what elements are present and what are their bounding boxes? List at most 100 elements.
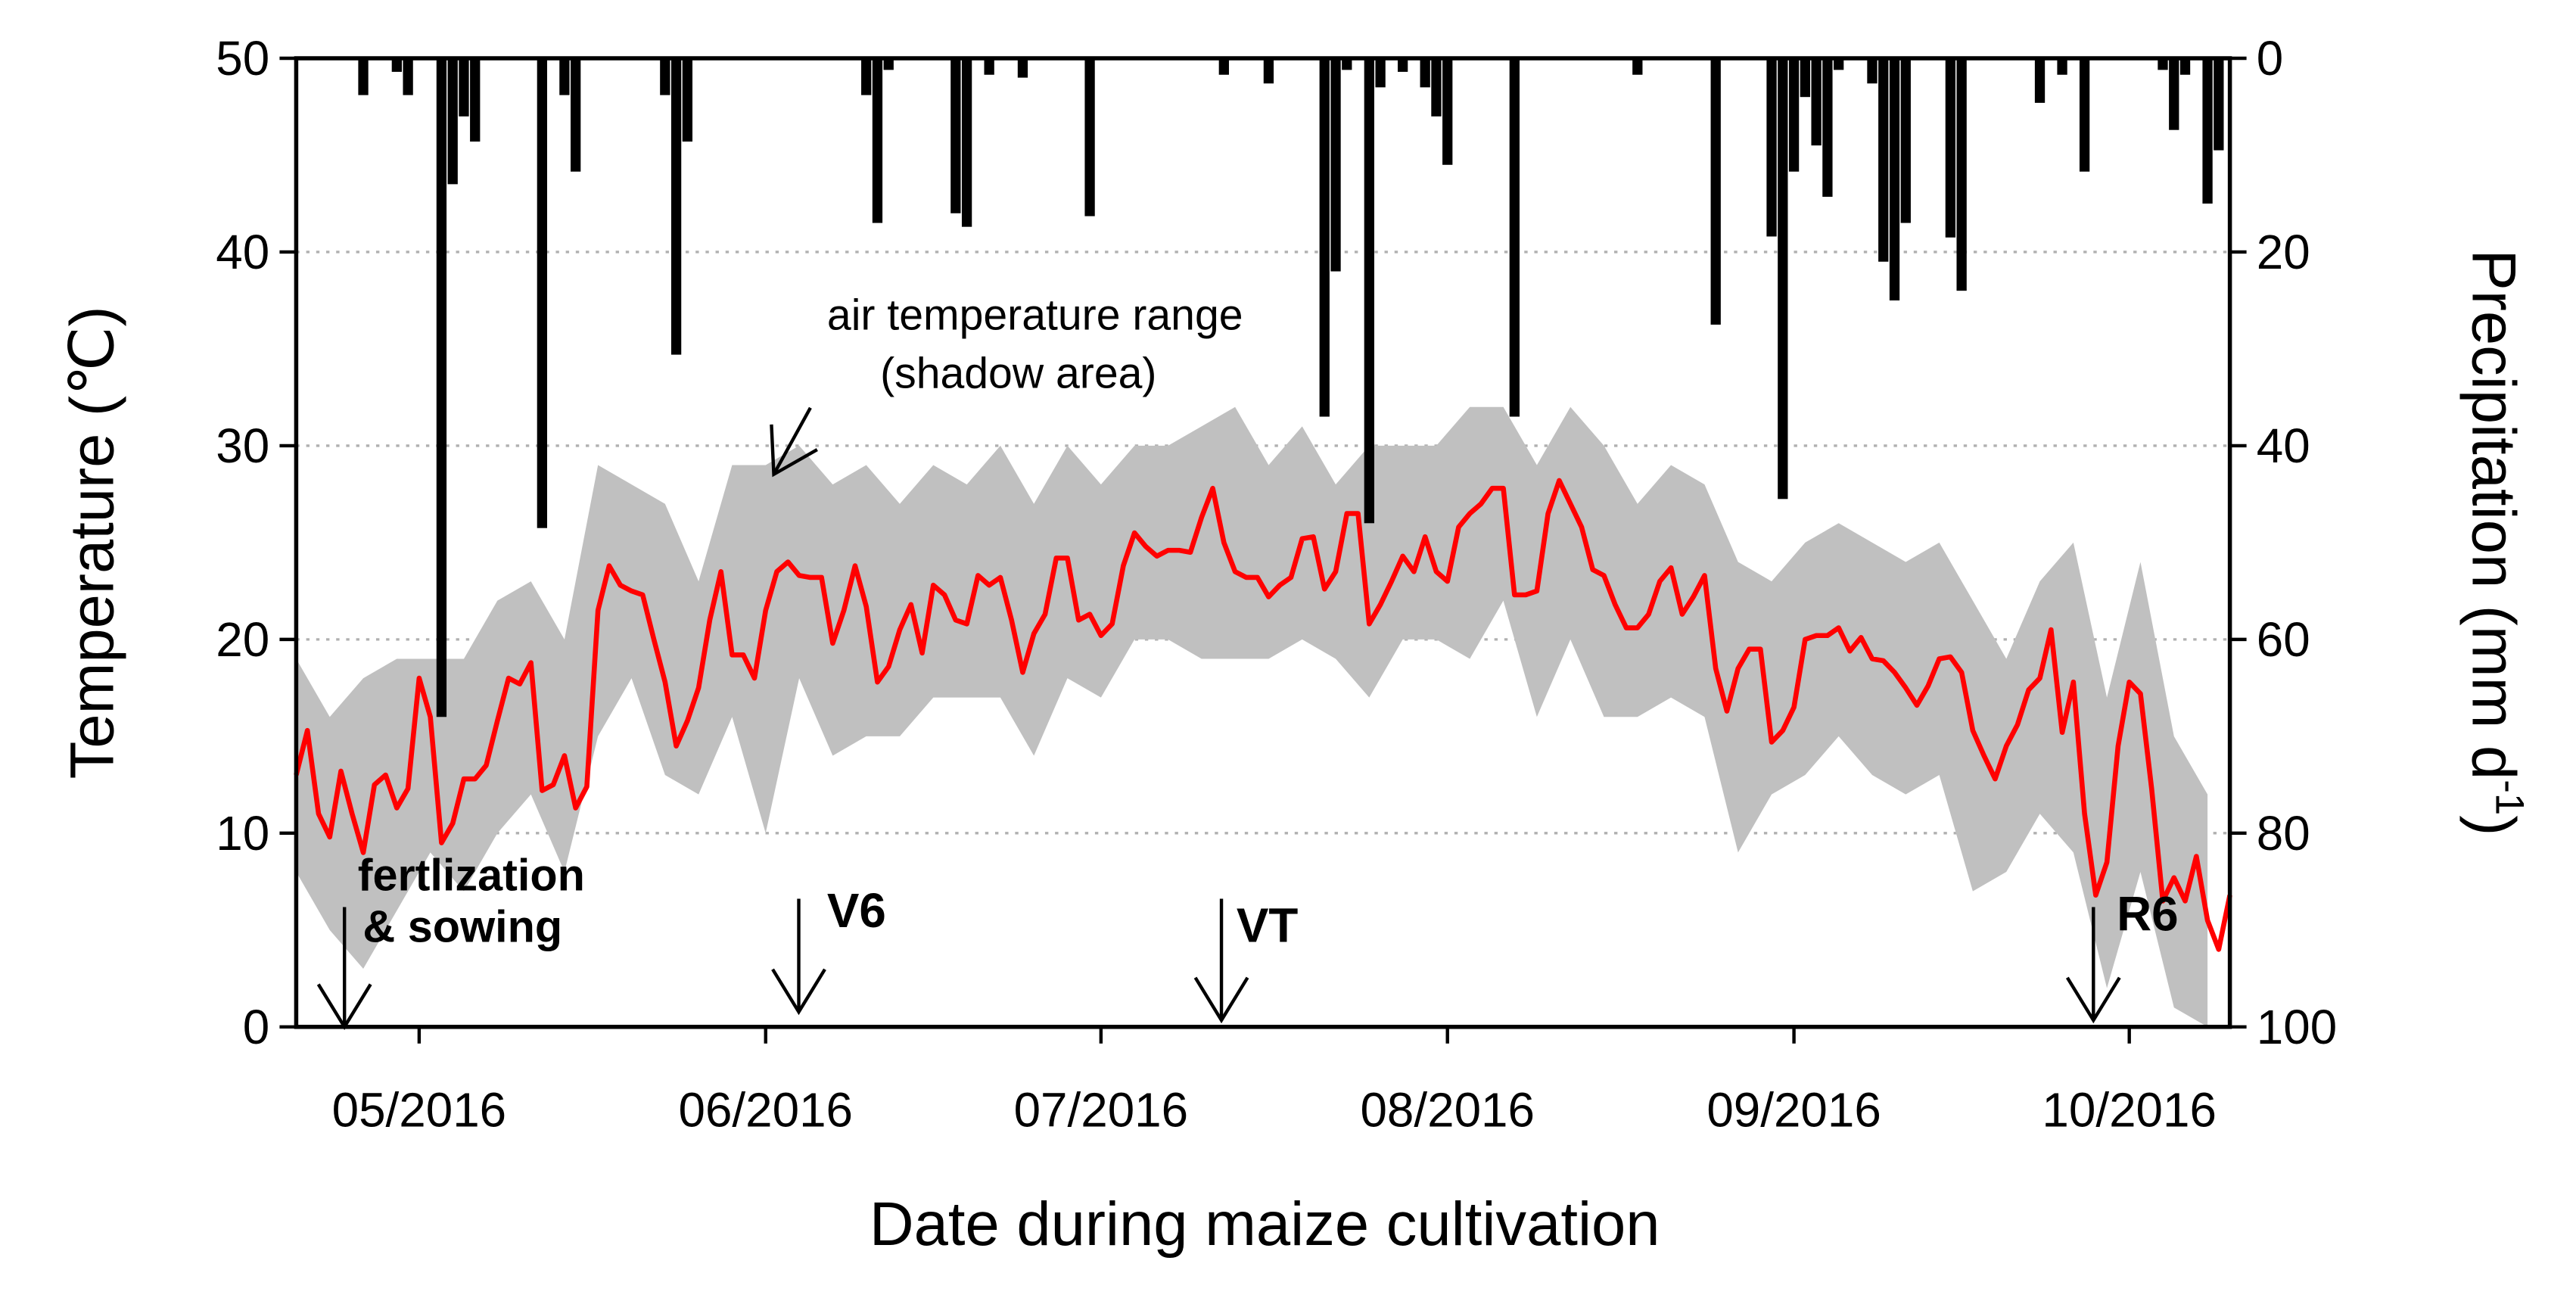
annotation: V6	[827, 883, 886, 938]
precipitation-bar	[1442, 58, 1453, 165]
precipitation-bar	[1397, 58, 1408, 72]
x-tick-label: 10/2016	[2042, 1083, 2217, 1138]
y-tick-label: 20	[216, 612, 269, 667]
precipitation-bar	[682, 58, 693, 142]
temperature-line	[294, 478, 2232, 952]
precipitation-bar	[1420, 58, 1430, 88]
arrow-shaft	[772, 406, 812, 475]
precipitation-bar	[1431, 58, 1442, 117]
annotation: fertlization	[358, 849, 585, 900]
precipitation-bar	[1945, 58, 1956, 238]
precipitation-bar	[1900, 58, 1911, 223]
precipitation-bar	[1364, 58, 1374, 524]
y-tick-label: 50	[216, 31, 269, 86]
x-tick-label: 05/2016	[332, 1083, 506, 1138]
precipitation-bar	[447, 58, 458, 185]
y-tick-label: 0	[243, 1000, 269, 1054]
y2-tick-label: 40	[2257, 419, 2310, 473]
precipitation-bar	[1632, 58, 1643, 75]
precipitation-bar	[961, 58, 972, 227]
x-tick-label: 06/2016	[679, 1083, 854, 1138]
y2-tick-label: 80	[2257, 806, 2310, 861]
precipitation-bar	[1509, 58, 1520, 417]
x-axis-title: Date during maize cultivation	[870, 1190, 1660, 1259]
x-tick-label: 09/2016	[1706, 1083, 1881, 1138]
precipitation-bar	[1218, 58, 1229, 75]
annotation: (shadow area)	[880, 349, 1156, 397]
precipitation-bar	[1710, 58, 1721, 325]
precipitation-bar	[2057, 58, 2067, 75]
precipitation-bar	[872, 58, 883, 223]
x-tick-label: 07/2016	[1014, 1083, 1189, 1138]
arrow-head	[1193, 976, 1249, 1024]
y2-tick-label: 0	[2257, 31, 2283, 86]
precipitation-bar	[1889, 58, 1900, 300]
y2-axis-title-tail: )	[2459, 815, 2528, 836]
temperature-range-area	[296, 406, 2208, 1027]
precipitation-bar	[861, 58, 872, 95]
precipitation-bar	[670, 58, 682, 355]
x-tick-label: 08/2016	[1360, 1083, 1535, 1138]
plot-frame	[294, 56, 2232, 1029]
precipitation-bar	[459, 58, 469, 117]
data-layer	[294, 58, 2232, 1027]
precipitation-bar	[1878, 58, 1889, 262]
precipitation-bar	[2079, 58, 2090, 172]
y2-tick-label: 20	[2257, 225, 2310, 279]
y2-axis-title-superscript: -1	[2487, 780, 2531, 815]
precipitation-bar	[883, 58, 894, 70]
precipitation-bar	[1834, 58, 1844, 70]
precipitation-bar	[1330, 58, 1341, 272]
y-tick-label: 10	[216, 806, 269, 861]
precipitation-bar	[950, 58, 961, 213]
precipitation-bar	[571, 58, 581, 172]
arrow-head	[316, 983, 372, 1031]
precipitation-bar	[1084, 58, 1095, 216]
precipitation-bar	[1017, 58, 1028, 78]
precipitation-bar	[2169, 58, 2179, 130]
precipitation-bar	[1375, 58, 1386, 88]
y-axis-title: Temperature (℃)	[58, 306, 127, 779]
precipitation-bar	[391, 58, 402, 72]
precipitation-bar	[436, 58, 447, 717]
precipitation-bar	[403, 58, 413, 95]
precipitation-bar	[1822, 58, 1833, 198]
y2-tick-label: 60	[2257, 612, 2310, 667]
y-tick-label: 30	[216, 419, 269, 473]
precipitation-bar	[1956, 58, 1967, 291]
precipitation-bar	[1778, 58, 1788, 500]
precipitation-bar	[1342, 58, 1352, 70]
precipitation-bar	[1800, 58, 1811, 98]
precipitation-bar	[1766, 58, 1777, 237]
precipitation-bar	[2179, 58, 2191, 75]
precipitation-bar	[2202, 58, 2213, 204]
precipitation-bar	[1811, 58, 1822, 146]
precipitation-bar	[2034, 58, 2046, 103]
y2-tick-label: 100	[2257, 1000, 2337, 1054]
y2-axis-title-text: Precipitation (mm d	[2459, 249, 2528, 780]
precipitation-bar	[470, 58, 481, 142]
precipitation-bar	[2158, 58, 2168, 70]
precipitation-bar	[1788, 58, 1800, 172]
precipitation-bar	[1319, 58, 1330, 417]
precipitation-bar	[537, 58, 548, 528]
annotation: & sowing	[362, 901, 562, 952]
annotation: R6	[2117, 886, 2179, 941]
precipitation-bar	[559, 58, 570, 95]
precipitation-bar	[1263, 58, 1274, 84]
arrow-head	[2065, 976, 2121, 1024]
arrow-head	[771, 968, 826, 1016]
precipitation-bar	[358, 58, 369, 95]
y2-axis-title: Precipitation (mm d-1)	[2459, 249, 2532, 836]
precipitation-bar	[984, 58, 994, 75]
precipitation-bar	[660, 58, 670, 95]
axes-layer: 0 10 20 30 40 50 0 20 40 60 80 100 05/2016 06/2016 07/…	[216, 31, 2337, 1138]
y-tick-label: 40	[216, 225, 269, 279]
precipitation-bar	[1867, 58, 1878, 84]
annotation: air temperature range	[827, 291, 1243, 339]
arrow-head	[770, 424, 818, 478]
annotation: VT	[1237, 898, 1299, 953]
precipitation-bar	[2214, 58, 2224, 151]
